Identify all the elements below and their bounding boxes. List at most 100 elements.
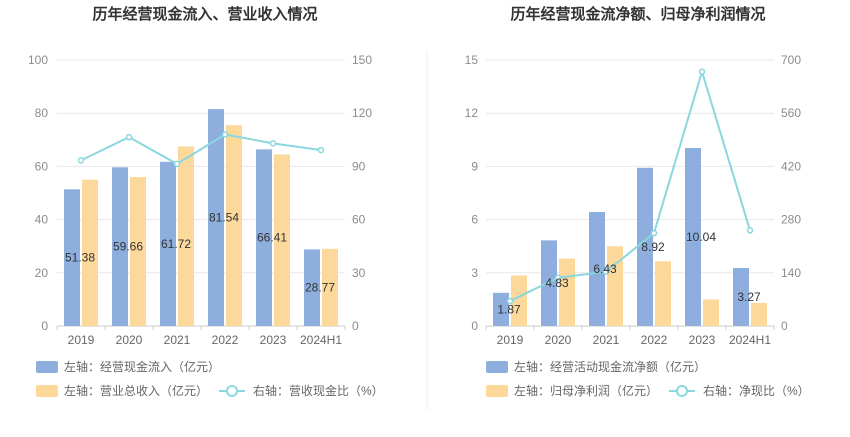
chart-title: 历年经营现金流净额、归母净利润情况 (510, 5, 765, 23)
line-point (506, 297, 514, 305)
right-axis-tick: 120 (352, 106, 372, 120)
line-point (269, 140, 277, 147)
bar-secondary (322, 248, 338, 326)
line-point (125, 133, 133, 141)
bar-primary (589, 211, 605, 326)
left-axis-tick: 100 (28, 53, 48, 67)
legend-label: 左轴：归母净利润（亿元） (514, 383, 658, 398)
bar-primary (637, 167, 653, 326)
line-point (554, 274, 562, 281)
legend-label: 右轴：营收现金比（%） (253, 383, 384, 398)
left-axis-tick: 6 (471, 213, 478, 227)
line-point (221, 131, 229, 138)
chart-panel-cash-inflow: 历年经营现金流入、营业收入情况 0 0 20 30 40 60 60 90 80 120 100 150… (28, 5, 384, 398)
right-axis-tick: 700 (781, 53, 801, 67)
legend-swatch-line-marker (226, 385, 238, 397)
bar-secondary (511, 275, 527, 326)
left-axis-tick: 60 (35, 159, 49, 173)
bar-data-label: 61.72 (161, 237, 191, 251)
right-axis-tick: 60 (352, 213, 366, 227)
bar-primary (64, 189, 80, 326)
bar-data-label: 4.83 (545, 276, 569, 290)
x-axis-tick: 2022 (212, 333, 239, 347)
x-axis-tick: 2020 (545, 333, 572, 347)
x-axis-tick: 2020 (116, 333, 143, 347)
bar-secondary (130, 177, 146, 326)
bar-primary (304, 249, 320, 326)
right-axis-tick: 0 (781, 319, 788, 333)
bar-data-label: 81.54 (209, 211, 239, 225)
chart-title: 历年经营现金流入、营业收入情况 (92, 5, 317, 23)
x-axis-tick: 2021 (593, 333, 620, 347)
line-series (509, 68, 751, 302)
bar-data-label: 51.38 (65, 251, 95, 265)
x-axis-tick: 2023 (260, 333, 287, 347)
bar-primary (685, 147, 701, 326)
bar-data-label: 6.43 (593, 262, 617, 276)
bar-data-label: 10.04 (686, 230, 716, 244)
bar-primary (160, 161, 176, 326)
right-axis-tick: 150 (352, 53, 372, 67)
legend-swatch-primary (486, 361, 508, 373)
legend-label: 右轴：净现比（%） (703, 383, 810, 398)
legend-swatch-line-marker (676, 385, 688, 397)
right-axis-tick: 560 (781, 106, 801, 120)
bar-primary (733, 268, 749, 326)
legend-label: 左轴：营业总收入（亿元） (64, 383, 208, 398)
legend-swatch-primary (36, 361, 58, 373)
legend-swatch-secondary (36, 385, 58, 397)
right-axis-tick: 90 (352, 159, 366, 173)
right-axis-tick: 140 (781, 266, 801, 280)
bar-secondary (178, 146, 194, 326)
x-axis-tick: 2019 (497, 333, 524, 347)
bar-primary (112, 167, 128, 326)
legend-swatch-secondary (486, 385, 508, 397)
right-axis-tick: 420 (781, 159, 801, 173)
left-axis-tick: 9 (471, 159, 478, 173)
line-point (698, 68, 706, 75)
line-series (80, 133, 322, 166)
left-axis-tick: 0 (471, 319, 478, 333)
line-point (650, 229, 658, 237)
bar-data-label: 28.77 (305, 281, 335, 295)
right-axis-tick: 280 (781, 213, 801, 227)
line-point (173, 160, 181, 168)
left-axis-tick: 80 (35, 106, 49, 120)
left-axis-tick: 12 (465, 106, 479, 120)
bar-primary (208, 109, 224, 326)
bar-secondary (274, 154, 290, 326)
bar-data-label: 1.87 (497, 302, 521, 316)
left-axis-tick: 3 (471, 266, 478, 280)
bar-primary (493, 292, 509, 326)
left-axis-tick: 20 (35, 266, 49, 280)
bar-secondary (607, 246, 623, 326)
bar-data-label: 59.66 (113, 240, 143, 254)
bar-primary (256, 149, 272, 326)
x-axis-tick: 2019 (68, 333, 95, 347)
bar-secondary (226, 125, 242, 326)
x-axis-tick: 2021 (164, 333, 191, 347)
x-axis-tick: 2022 (641, 333, 668, 347)
right-axis-tick: 0 (352, 319, 359, 333)
left-axis-tick: 15 (465, 53, 479, 67)
bar-secondary (751, 302, 767, 326)
line-point (77, 157, 85, 164)
legend-label: 左轴：经营活动现金流净额（亿元） (514, 359, 706, 374)
bar-data-label: 66.41 (257, 231, 287, 245)
bar-data-label: 8.92 (641, 240, 665, 254)
line-point (317, 146, 325, 154)
bar-secondary (655, 261, 671, 326)
bar-data-label: 3.27 (737, 290, 761, 304)
bar-secondary (559, 258, 575, 326)
x-axis-tick: 2023 (689, 333, 716, 347)
x-axis-tick: 2024H1 (300, 333, 342, 347)
line-point (602, 268, 610, 275)
x-axis-tick: 2024H1 (729, 333, 771, 347)
chart-panel-net-cash-flow: 历年经营现金流净额、归母净利润情况 0 0 3 140 6 280 9 420 12 560 15 70… (465, 5, 810, 398)
bar-secondary (82, 179, 98, 326)
left-axis-tick: 40 (35, 213, 49, 227)
legend-label: 左轴：经营现金流入（亿元） (64, 359, 220, 374)
left-axis-tick: 0 (41, 319, 48, 333)
bar-secondary (703, 299, 719, 326)
